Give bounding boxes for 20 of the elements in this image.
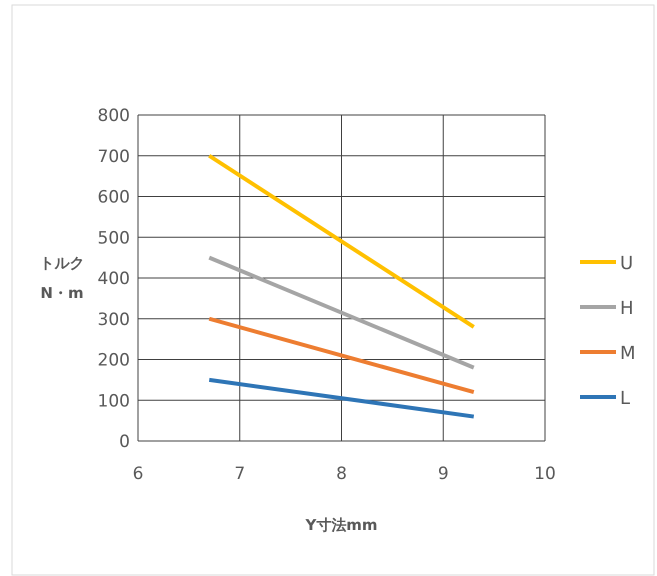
x-tick-label: 8 [336,464,347,484]
x-tick-label: 6 [132,464,144,484]
y-tick-label: 100 [98,391,130,412]
y-axis-title: トルク N・m [40,254,84,302]
x-tick-label: 10 [534,464,556,484]
x-tick-label: 9 [438,464,449,484]
y-tick-label: 200 [98,350,130,370]
x-tick-label: 7 [234,464,246,484]
y-tick-label: 400 [98,269,130,289]
y-tick-label: 600 [98,188,130,208]
legend-label: H [620,298,634,319]
y-tick-label: 0 [119,432,130,452]
legend-label: M [620,343,636,364]
legend-label: U [620,253,634,274]
y-tick-label: 500 [98,228,130,248]
y-tick-label: 700 [98,146,130,167]
y-tick-label: 300 [98,310,130,330]
y-tick-label: 800 [98,106,130,126]
x-axis-title: Y寸法mm [304,516,378,534]
legend-label: L [620,388,630,409]
